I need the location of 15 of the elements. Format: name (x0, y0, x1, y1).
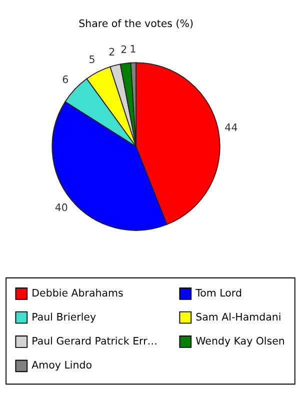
legend-label: Debbie Abrahams (32, 287, 124, 300)
data-label: 6 (62, 74, 69, 86)
data-label: 2 (120, 44, 128, 56)
legend-label: Tom Lord (194, 287, 242, 300)
data-label: 2 (108, 46, 116, 58)
legend-label: Paul Brierley (32, 311, 96, 324)
chart-title: Share of the votes (%) (78, 18, 194, 30)
legend-label: Paul Gerard Patrick Err… (32, 336, 158, 348)
legend-label: Amoy Lindo (32, 360, 92, 372)
data-label: 1 (130, 43, 136, 56)
data-label: 40 (54, 202, 68, 214)
legend-label: Sam Al-Hamdani (196, 311, 282, 324)
data-label: 5 (88, 54, 96, 66)
legend-label: Wendy Kay Olsen (196, 336, 285, 348)
data-label: 44 (224, 122, 238, 134)
